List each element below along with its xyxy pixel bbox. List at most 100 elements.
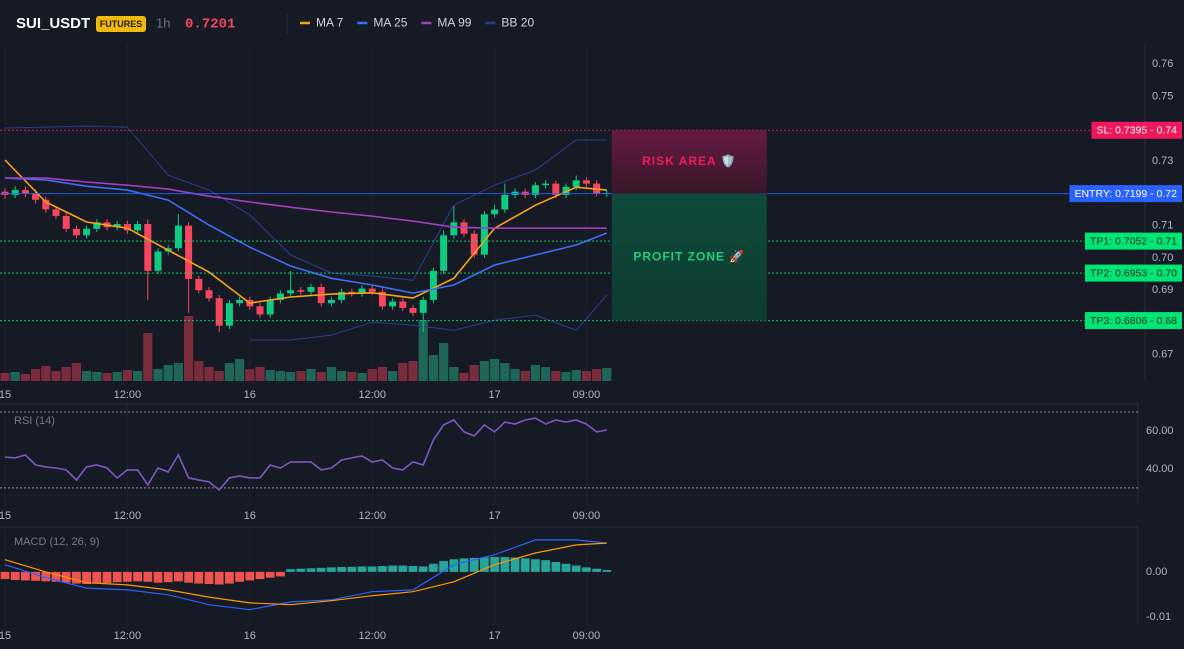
- macd-histogram-bar: [357, 566, 367, 572]
- macd-histogram-bar: [316, 567, 326, 572]
- macd-line: [4, 542, 607, 606]
- volume-bar: [459, 373, 469, 381]
- macd-histogram-bar: [102, 571, 112, 584]
- moving-average: [4, 177, 608, 294]
- candle-body: [11, 190, 19, 195]
- level-label-bg: [1085, 312, 1182, 330]
- macd-histogram-bar: [214, 571, 224, 585]
- candle-body: [409, 307, 417, 313]
- volume-bar: [602, 368, 612, 381]
- macd-histogram-bar: [531, 559, 540, 572]
- macd-histogram-bar: [306, 568, 316, 572]
- volume-bar: [255, 367, 265, 381]
- macd-histogram-bar: [582, 567, 591, 572]
- candle-body: [134, 223, 142, 231]
- macd-histogram-bar: [551, 561, 561, 572]
- macd-histogram-bar: [204, 571, 214, 585]
- volume-bar: [347, 372, 357, 381]
- volume-bar: [551, 371, 561, 381]
- volume-bar: [112, 372, 122, 381]
- x-tick-label: 12:00: [114, 630, 142, 642]
- candle-body: [368, 288, 376, 292]
- x-tick-label: 15: [0, 389, 11, 401]
- candle-body: [429, 270, 437, 300]
- candle-body: [144, 223, 152, 271]
- candle-body: [399, 301, 407, 308]
- x-tick-label: 09:00: [573, 630, 601, 642]
- y-tick-label: 0.70: [1152, 252, 1173, 264]
- volume-bar: [194, 361, 204, 381]
- macd-histogram-bar: [378, 566, 387, 572]
- profit-label: PROFIT ZONE 🚀: [633, 249, 745, 263]
- y-tick-label: 0.76: [1152, 58, 1173, 70]
- macd-histogram-bar: [602, 570, 612, 572]
- volume-bar: [428, 355, 439, 381]
- candle-body: [83, 228, 91, 236]
- x-tick-label: 12:00: [358, 510, 386, 522]
- candle-body: [480, 214, 488, 255]
- volume-bar: [408, 361, 418, 381]
- volume-bar: [377, 367, 388, 381]
- macd-histogram-bar: [592, 568, 602, 572]
- macd-histogram-bar: [541, 560, 551, 572]
- candle-body: [185, 225, 193, 279]
- x-tick-label: 15: [0, 630, 11, 642]
- x-tick-label: 09:00: [573, 389, 601, 401]
- x-tick-label: 12:00: [114, 510, 142, 522]
- volume-bar: [61, 367, 71, 381]
- candle-body: [113, 223, 121, 228]
- candle-body: [287, 290, 295, 294]
- candle-body: [174, 225, 182, 249]
- macd-histogram-bar: [429, 563, 438, 572]
- risk-label: RISK AREA 🛡️: [642, 154, 736, 168]
- y-tick-label: 0.67: [1152, 349, 1173, 361]
- x-tick-label: 15: [0, 510, 11, 522]
- macd-histogram-bar: [520, 558, 530, 572]
- candle-body: [236, 299, 244, 304]
- macd-histogram-bar: [388, 565, 398, 572]
- volume-bar: [0, 373, 10, 381]
- candle-body: [572, 180, 580, 187]
- volume-bar: [143, 333, 153, 381]
- symbol: SUI_USDT: [16, 15, 90, 32]
- candle-body: [531, 185, 539, 195]
- level-label: ENTRY: 0.7199 - 0.72: [1074, 188, 1177, 200]
- candle-body: [491, 209, 499, 215]
- x-tick-label: 17: [488, 389, 500, 401]
- macd-histogram-bar: [571, 565, 581, 572]
- badge: FUTURES: [100, 19, 143, 29]
- x-tick-label: 17: [488, 630, 500, 642]
- volume-bar: [398, 363, 408, 381]
- candle-body: [266, 299, 274, 315]
- candle-body: [501, 194, 509, 210]
- candle-body: [154, 251, 162, 271]
- candle-body: [582, 180, 590, 184]
- header: SUI_USDT FUTURES 1h 0.7201: [16, 14, 288, 34]
- volume-bar: [235, 359, 245, 381]
- macd-histogram-bar: [561, 563, 571, 572]
- level-label-bg: [1085, 264, 1182, 282]
- y-tick-label: 0.00: [1146, 566, 1167, 578]
- volume-bar: [418, 320, 428, 381]
- macd-histogram-bar: [31, 571, 40, 581]
- x-tick-label: 12:00: [114, 389, 142, 401]
- volume-bar: [92, 372, 102, 381]
- macd-histogram-bar: [0, 571, 10, 580]
- candle-body: [256, 306, 264, 315]
- profit-zone: [611, 193, 767, 321]
- macd-histogram-bar: [449, 559, 459, 572]
- y-tick-label: 0.71: [1152, 220, 1173, 232]
- volume-bar: [510, 369, 520, 381]
- x-tick-label: 17: [488, 510, 500, 522]
- volume-bar: [306, 369, 316, 381]
- x-tick-label: 16: [244, 389, 256, 401]
- candle-body: [307, 286, 315, 292]
- y-tick-label: 0.75: [1152, 90, 1173, 102]
- volume-bar: [275, 371, 286, 381]
- candle-body: [358, 288, 366, 294]
- macd-histogram-bar: [459, 558, 469, 572]
- volume-bar: [571, 370, 581, 381]
- macd-histogram-bar: [245, 571, 255, 581]
- panel-title: RSI (14): [14, 415, 55, 427]
